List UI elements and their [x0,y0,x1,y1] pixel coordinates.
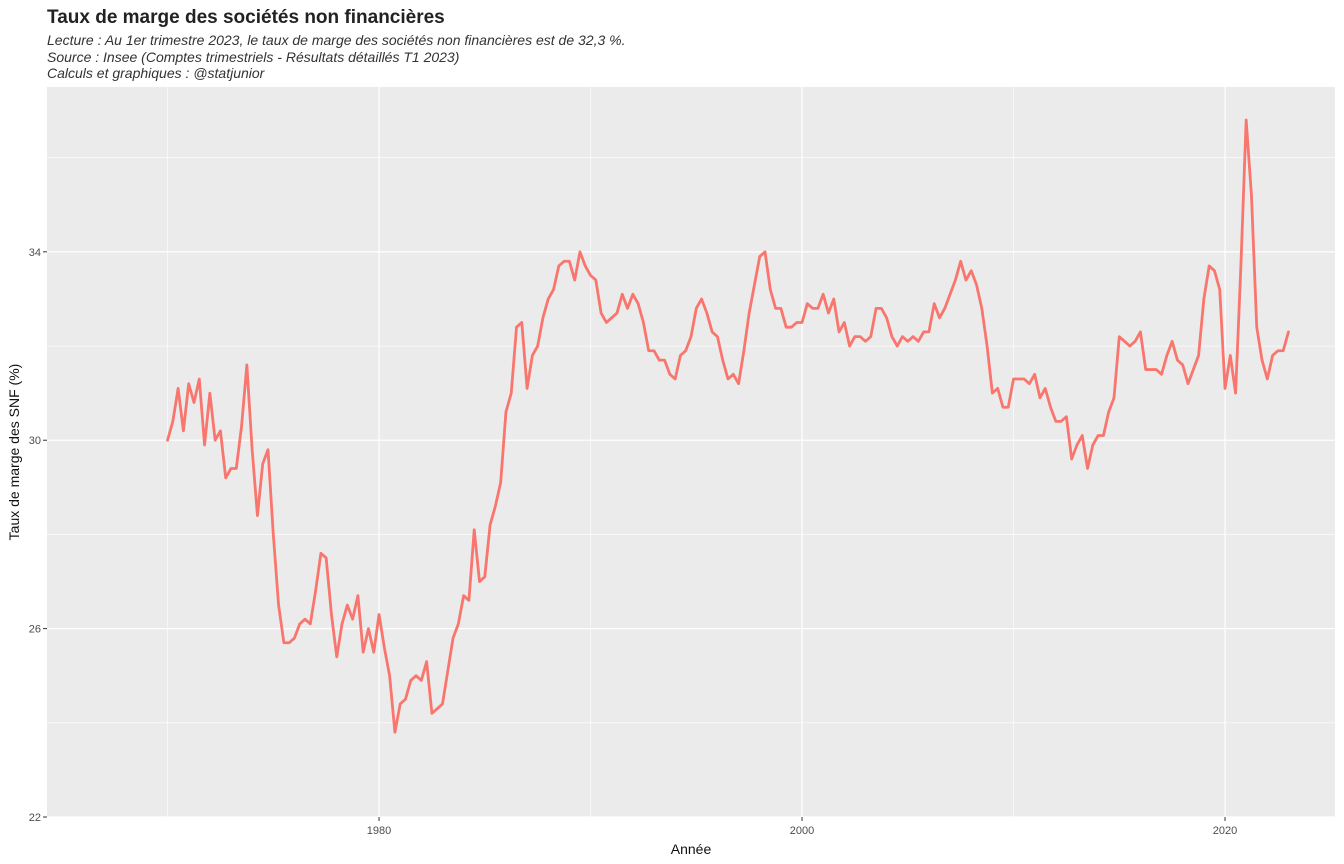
x-axis-label: Année [671,841,712,857]
y-axis: 22 26 30 34 [29,247,47,824]
y-axis-label: Taux de marge des SNF (%) [6,364,22,541]
y-tick-label: 22 [29,812,41,824]
y-tick-label: 26 [29,624,41,636]
y-tick-label: 30 [29,435,41,447]
chart-subtitle-line-1: Lecture : Au 1er trimestre 2023, le taux… [47,32,625,48]
chart-title: Taux de marge des sociétés non financièr… [47,7,445,28]
x-tick-label: 1980 [367,825,391,837]
x-axis: 1980 2000 2020 [367,817,1237,837]
chart-subtitle-line-3: Calculs et graphiques : @statjunior [47,65,266,81]
minor-gridlines [47,87,1335,817]
major-gridlines [47,87,1335,818]
chart-subtitle-line-2: Source : Insee (Comptes trimestriels - R… [47,49,459,65]
plot-panel [47,87,1335,817]
x-tick-label: 2000 [790,825,814,837]
x-tick-label: 2020 [1213,825,1237,837]
series-line-taux-de-marge [166,118,1290,734]
y-tick-label: 34 [29,247,41,259]
